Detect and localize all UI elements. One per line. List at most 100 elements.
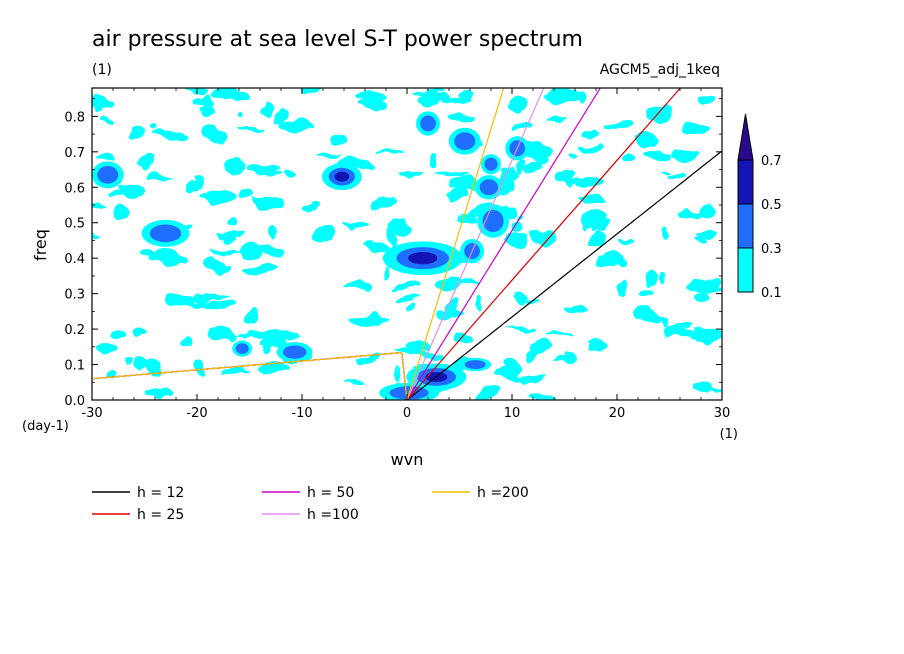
contour-peak-mid	[235, 343, 249, 354]
noise-patch	[318, 154, 345, 160]
contour-peak-mid	[464, 360, 486, 369]
noise-patch	[694, 292, 714, 305]
noise-patch	[92, 202, 105, 209]
noise-patch	[181, 335, 190, 348]
contour-peak-mid	[454, 132, 476, 151]
chart-title: air pressure at sea level S-T power spec…	[92, 27, 583, 52]
noise-patch	[390, 223, 410, 235]
noise-patch	[174, 252, 190, 263]
noise-patch	[110, 206, 128, 222]
noise-patch	[260, 102, 271, 117]
noise-patch	[523, 346, 533, 359]
colorbar-segment	[737, 247, 754, 293]
y-axis-label: freq	[31, 229, 50, 261]
noise-patch	[633, 308, 655, 323]
noise-patch	[494, 168, 521, 180]
chart-subtitle-right: AGCM5_adj_1keq	[600, 62, 720, 78]
noise-patch	[568, 155, 580, 161]
chart-subtitle-left: (1)	[92, 62, 112, 78]
noise-patch	[271, 226, 281, 241]
colorbar-segment	[737, 159, 754, 205]
noise-patch	[297, 88, 321, 95]
legend: h = 12 h = 25 h = 50 h =100 h =200	[92, 485, 529, 523]
noise-patch	[640, 288, 657, 297]
y-ticks: 0.0 0.1 0.2 0.3 0.4 0.5 0.6 0.7 0.8	[64, 98, 722, 409]
noise-patch	[446, 191, 465, 201]
y-tick-label: 0.1	[64, 359, 85, 374]
noise-patch	[269, 363, 289, 371]
noise-patch	[354, 218, 363, 224]
noise-patch	[580, 194, 605, 204]
noise-patch	[356, 100, 388, 110]
noise-patch	[128, 122, 144, 139]
noise-patch	[240, 267, 264, 278]
contour-peak-core	[334, 171, 350, 182]
legend-label: h = 12	[137, 485, 184, 501]
noise-patch	[236, 190, 256, 201]
noise-patch	[125, 358, 132, 367]
noise-patch	[586, 341, 610, 356]
colorbar-segment	[737, 203, 754, 249]
noise-patch	[219, 367, 248, 376]
noise-patch	[622, 240, 638, 245]
x-axis-label: wvn	[391, 450, 424, 469]
noise-patch	[659, 226, 667, 239]
noise-patch	[363, 318, 389, 323]
noise-patch	[138, 247, 157, 256]
noise-patch	[514, 290, 526, 306]
noise-patch	[192, 97, 212, 106]
colorbar-label: 0.7	[761, 154, 782, 169]
colorbar-label: 0.1	[761, 286, 782, 301]
colorbar-label: 0.5	[761, 198, 782, 213]
contour-peak-mid	[149, 224, 182, 243]
noise-patch	[641, 150, 675, 160]
noise-patch	[547, 115, 570, 123]
y-tick-label: 0.5	[64, 217, 85, 232]
noise-patch	[403, 307, 410, 315]
noise-patch	[143, 173, 174, 180]
noise-patch	[283, 167, 298, 179]
noise-patch	[668, 323, 697, 331]
noise-patch	[195, 175, 206, 189]
noise-patch	[137, 157, 157, 171]
noise-patch	[510, 219, 526, 233]
x-tick-label: 20	[609, 406, 626, 421]
x-tick-label: -20	[186, 406, 207, 421]
noise-patch	[564, 305, 590, 314]
noise-patch	[354, 92, 388, 103]
noise-patch	[692, 380, 715, 395]
noise-patch	[382, 267, 390, 279]
y-tick-label: 0.6	[64, 181, 85, 196]
colorbar-extend-arrow	[737, 113, 754, 161]
noise-patch	[458, 280, 480, 286]
noise-patch	[273, 110, 290, 123]
noise-patch	[433, 92, 449, 100]
noise-patch	[550, 362, 572, 367]
noise-patch	[208, 251, 241, 256]
noise-patch	[659, 272, 667, 285]
noise-patch	[216, 89, 250, 103]
noise-patch	[690, 235, 707, 245]
x-tick-label: 0	[403, 406, 411, 421]
noise-patch	[665, 330, 697, 339]
colorbar-label: 0.3	[761, 242, 782, 257]
noise-patch	[435, 172, 468, 179]
noise-patch	[129, 326, 148, 336]
noise-patch	[329, 132, 347, 146]
noise-patch	[92, 96, 118, 108]
noise-patch	[669, 174, 684, 181]
noise-patch	[184, 300, 216, 307]
noise-patch	[475, 300, 482, 312]
noise-patch	[286, 117, 312, 132]
x-tick-label: 10	[504, 406, 521, 421]
x-ticks: -30 -20 -10 0 10 20 30	[81, 88, 730, 421]
noise-patch	[697, 93, 716, 103]
noise-patch	[346, 380, 365, 385]
legend-label: h = 25	[137, 507, 184, 523]
noise-patch	[92, 233, 104, 239]
noise-patch	[694, 328, 721, 343]
noise-patch	[508, 100, 531, 114]
noise-patch	[133, 355, 146, 370]
noise-patch	[208, 326, 239, 341]
contour-noise-field	[92, 88, 722, 400]
